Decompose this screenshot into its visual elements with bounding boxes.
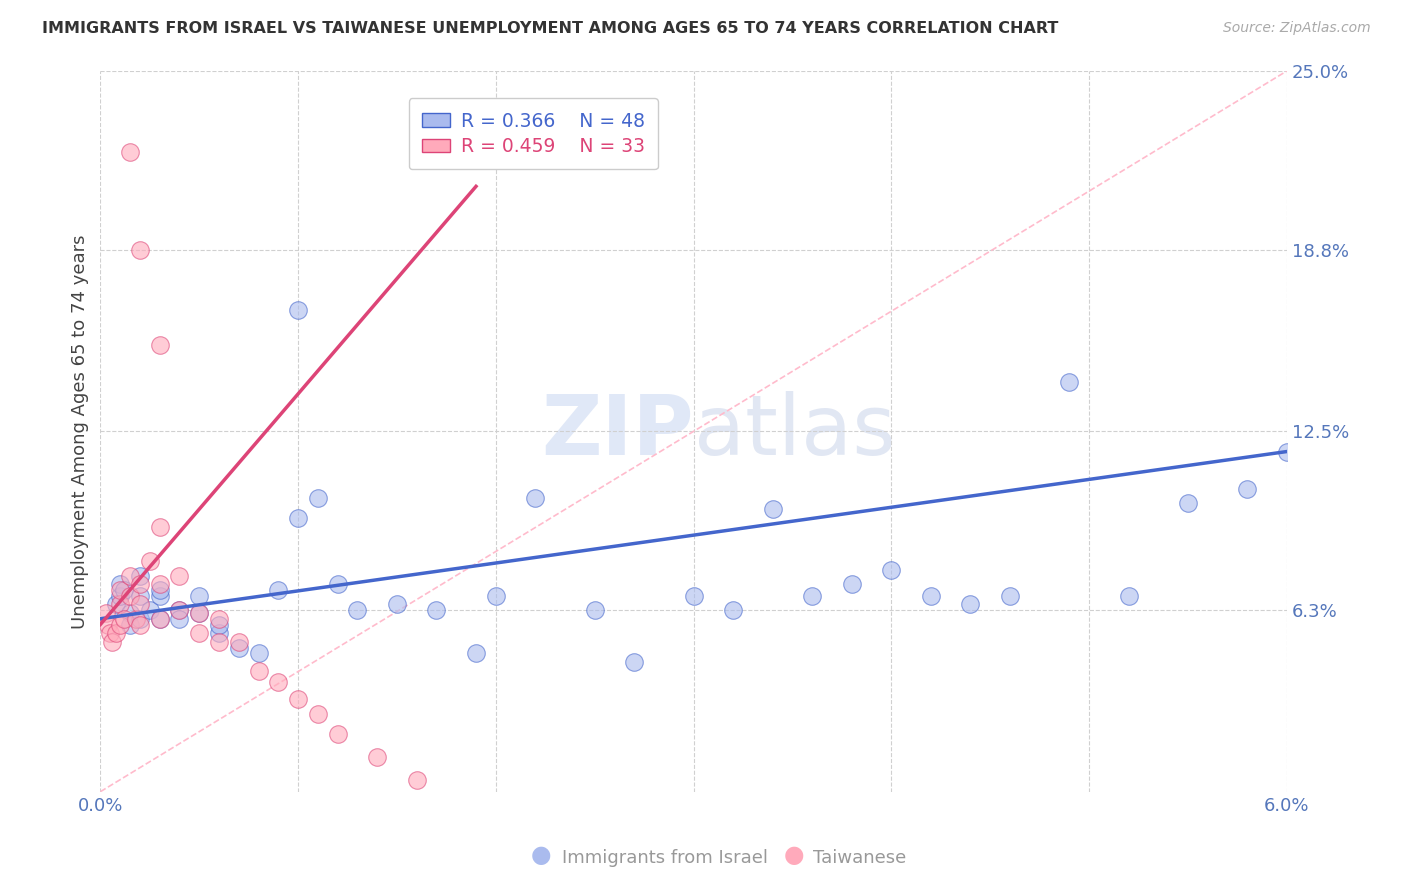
- Point: [366, 750, 388, 764]
- Point: [623, 655, 645, 669]
- Point: [118, 145, 141, 159]
- Point: [465, 646, 488, 660]
- Point: [920, 589, 942, 603]
- Point: [128, 617, 150, 632]
- Point: [247, 646, 270, 660]
- Point: [118, 617, 141, 632]
- Point: [485, 589, 508, 603]
- Point: [105, 626, 128, 640]
- Point: [583, 603, 606, 617]
- Point: [1118, 589, 1140, 603]
- Point: [169, 603, 191, 617]
- Point: [228, 640, 250, 655]
- Point: [125, 612, 148, 626]
- Point: [128, 577, 150, 591]
- Point: [346, 603, 368, 617]
- Point: [139, 554, 162, 568]
- Point: [287, 511, 309, 525]
- Point: [128, 612, 150, 626]
- Point: [97, 617, 120, 632]
- Point: [721, 603, 744, 617]
- Point: [841, 577, 863, 591]
- Point: [149, 589, 172, 603]
- Point: [1236, 482, 1258, 496]
- Point: [128, 243, 150, 257]
- Text: atlas: atlas: [693, 391, 896, 472]
- Point: [762, 502, 785, 516]
- Point: [128, 568, 150, 582]
- Point: [149, 338, 172, 352]
- Point: [188, 606, 211, 620]
- Text: Source: ZipAtlas.com: Source: ZipAtlas.com: [1223, 21, 1371, 35]
- Point: [108, 577, 131, 591]
- Point: [287, 303, 309, 318]
- Legend: R = 0.366    N = 48, R = 0.459    N = 33: R = 0.366 N = 48, R = 0.459 N = 33: [409, 98, 658, 169]
- Point: [98, 626, 121, 640]
- Point: [1057, 376, 1080, 390]
- Point: [108, 617, 131, 632]
- Text: ●: ●: [531, 843, 551, 867]
- Point: [169, 603, 191, 617]
- Point: [108, 582, 131, 597]
- Y-axis label: Unemployment Among Ages 65 to 74 years: Unemployment Among Ages 65 to 74 years: [72, 234, 89, 629]
- Point: [287, 692, 309, 706]
- Point: [128, 598, 150, 612]
- Point: [149, 582, 172, 597]
- Point: [405, 773, 427, 788]
- Text: Taiwanese: Taiwanese: [813, 849, 905, 867]
- Point: [128, 589, 150, 603]
- Point: [169, 612, 191, 626]
- Point: [267, 675, 290, 690]
- Point: [1177, 496, 1199, 510]
- Text: ●: ●: [785, 843, 804, 867]
- Point: [149, 577, 172, 591]
- Point: [108, 589, 131, 603]
- Text: ZIP: ZIP: [541, 391, 693, 472]
- Point: [112, 582, 135, 597]
- Point: [228, 635, 250, 649]
- Point: [801, 589, 824, 603]
- Point: [208, 612, 231, 626]
- Point: [208, 626, 231, 640]
- Point: [247, 664, 270, 678]
- Point: [118, 568, 141, 582]
- Point: [326, 577, 349, 591]
- Point: [188, 606, 211, 620]
- Point: [682, 589, 704, 603]
- Point: [425, 603, 447, 617]
- Point: [208, 617, 231, 632]
- Text: Immigrants from Israel: Immigrants from Israel: [562, 849, 769, 867]
- Point: [112, 612, 135, 626]
- Point: [108, 598, 131, 612]
- Point: [998, 589, 1021, 603]
- Point: [101, 635, 124, 649]
- Point: [959, 598, 981, 612]
- Point: [188, 589, 211, 603]
- Point: [149, 612, 172, 626]
- Text: IMMIGRANTS FROM ISRAEL VS TAIWANESE UNEMPLOYMENT AMONG AGES 65 TO 74 YEARS CORRE: IMMIGRANTS FROM ISRAEL VS TAIWANESE UNEM…: [42, 21, 1059, 36]
- Point: [524, 491, 547, 505]
- Point: [149, 519, 172, 533]
- Point: [1275, 444, 1298, 458]
- Point: [118, 589, 141, 603]
- Point: [169, 568, 191, 582]
- Point: [139, 603, 162, 617]
- Point: [188, 626, 211, 640]
- Point: [267, 582, 290, 597]
- Point: [105, 598, 128, 612]
- Point: [307, 706, 329, 721]
- Point: [326, 727, 349, 741]
- Point: [385, 598, 408, 612]
- Point: [880, 563, 903, 577]
- Point: [307, 491, 329, 505]
- Point: [118, 606, 141, 620]
- Point: [208, 635, 231, 649]
- Point: [96, 606, 118, 620]
- Point: [149, 612, 172, 626]
